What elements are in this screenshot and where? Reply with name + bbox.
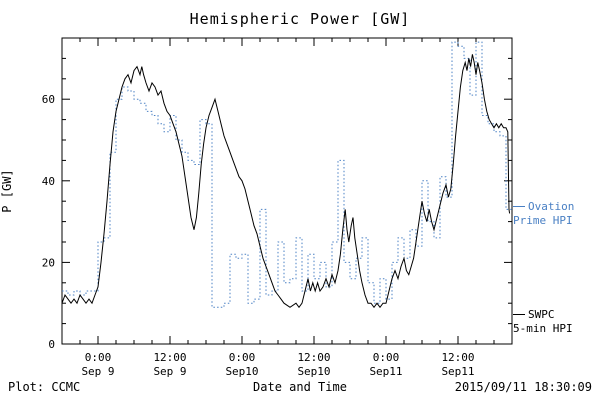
plot-source-label: Plot: CCMC (8, 380, 81, 394)
legend-ovation: Ovation Prime HPI (513, 200, 599, 228)
swpc-line-swatch-icon (513, 314, 525, 316)
chart-title: Hemispheric Power [GW] (189, 10, 411, 28)
y-axis-label: P [GW] (0, 169, 14, 213)
legend-swpc-line1: SWPC (513, 308, 599, 322)
legend-swpc: SWPC 5-min HPI (513, 308, 599, 336)
svg-text:0:00: 0:00 (229, 351, 256, 364)
svg-text:Sep10: Sep10 (225, 365, 258, 378)
svg-text:40: 40 (42, 175, 55, 188)
svg-text:0: 0 (48, 338, 55, 351)
svg-text:Sep11: Sep11 (369, 365, 402, 378)
legend-ovation-line1: Ovation (513, 200, 599, 214)
svg-text:12:00: 12:00 (441, 351, 474, 364)
plot-timestamp: 2015/09/11 18:30:09 (454, 380, 592, 394)
x-axis-label: Date and Time (253, 380, 347, 394)
svg-text:60: 60 (42, 93, 55, 106)
legend-ovation-line2: Prime HPI (513, 214, 573, 227)
svg-text:Sep11: Sep11 (441, 365, 474, 378)
svg-text:Sep 9: Sep 9 (81, 365, 114, 378)
svg-text:0:00: 0:00 (373, 351, 400, 364)
svg-text:20: 20 (42, 256, 55, 269)
svg-text:Sep 9: Sep 9 (153, 365, 186, 378)
svg-text:Sep10: Sep10 (297, 365, 330, 378)
svg-text:12:00: 12:00 (153, 351, 186, 364)
svg-text:0:00: 0:00 (85, 351, 112, 364)
svg-text:12:00: 12:00 (297, 351, 330, 364)
ovation-line-swatch-icon (513, 206, 525, 208)
legend-swpc-line2: 5-min HPI (513, 322, 573, 335)
